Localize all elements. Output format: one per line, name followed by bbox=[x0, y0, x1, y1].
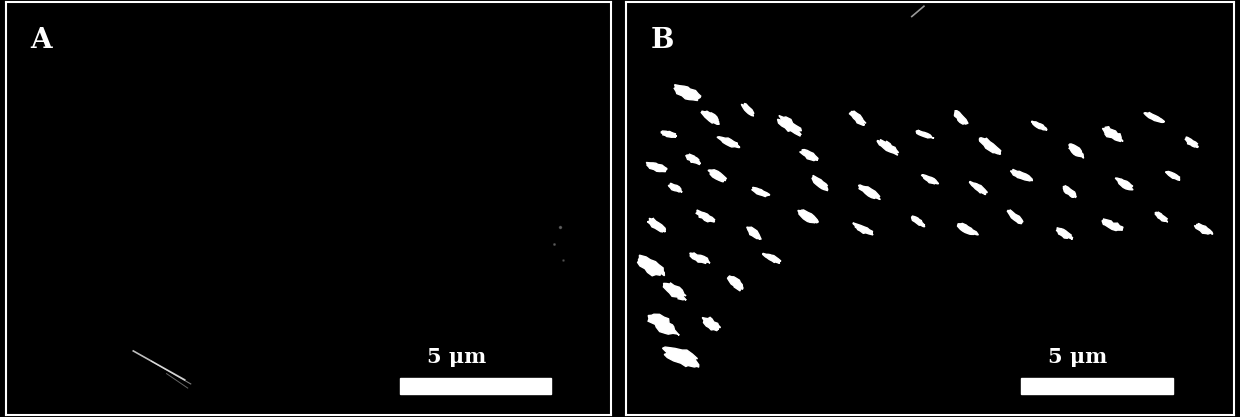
Polygon shape bbox=[668, 183, 682, 192]
Polygon shape bbox=[1063, 186, 1076, 197]
Polygon shape bbox=[742, 103, 754, 116]
Polygon shape bbox=[647, 218, 666, 232]
Polygon shape bbox=[858, 185, 880, 199]
Polygon shape bbox=[675, 85, 701, 100]
Polygon shape bbox=[1115, 178, 1133, 190]
Polygon shape bbox=[661, 131, 677, 137]
Polygon shape bbox=[763, 253, 781, 264]
Polygon shape bbox=[777, 116, 801, 136]
Bar bbox=[399, 378, 551, 394]
Polygon shape bbox=[662, 347, 699, 367]
Bar bbox=[1022, 378, 1173, 394]
Text: B: B bbox=[651, 27, 673, 54]
Polygon shape bbox=[911, 216, 925, 226]
Polygon shape bbox=[1166, 171, 1179, 180]
Polygon shape bbox=[649, 314, 680, 335]
Polygon shape bbox=[957, 224, 978, 235]
Polygon shape bbox=[702, 317, 720, 331]
Polygon shape bbox=[1069, 144, 1084, 158]
Polygon shape bbox=[689, 253, 711, 264]
Polygon shape bbox=[686, 154, 701, 165]
Text: 5 μm: 5 μm bbox=[1049, 347, 1107, 367]
Polygon shape bbox=[1102, 127, 1123, 141]
Polygon shape bbox=[1143, 112, 1164, 123]
Polygon shape bbox=[696, 210, 714, 222]
Polygon shape bbox=[1154, 212, 1168, 222]
Polygon shape bbox=[717, 137, 740, 148]
Polygon shape bbox=[1056, 228, 1073, 239]
Polygon shape bbox=[800, 150, 818, 161]
Polygon shape bbox=[728, 276, 743, 291]
Polygon shape bbox=[849, 111, 866, 125]
Text: A: A bbox=[31, 27, 52, 54]
Polygon shape bbox=[797, 210, 818, 223]
Polygon shape bbox=[916, 130, 934, 138]
Polygon shape bbox=[646, 163, 667, 172]
Polygon shape bbox=[853, 223, 873, 235]
Polygon shape bbox=[921, 175, 939, 184]
Polygon shape bbox=[1194, 224, 1213, 234]
Polygon shape bbox=[1102, 219, 1123, 231]
Polygon shape bbox=[955, 111, 968, 124]
Polygon shape bbox=[980, 138, 1001, 154]
Polygon shape bbox=[970, 181, 987, 195]
Polygon shape bbox=[663, 283, 686, 300]
Polygon shape bbox=[702, 111, 719, 124]
Polygon shape bbox=[1032, 121, 1047, 131]
Polygon shape bbox=[637, 255, 665, 276]
Polygon shape bbox=[812, 176, 828, 191]
Polygon shape bbox=[746, 227, 761, 239]
Polygon shape bbox=[1011, 169, 1033, 181]
Polygon shape bbox=[1185, 137, 1198, 148]
Text: 5 μm: 5 μm bbox=[427, 347, 486, 367]
Polygon shape bbox=[1007, 210, 1023, 224]
Polygon shape bbox=[751, 187, 770, 196]
Polygon shape bbox=[708, 170, 727, 182]
Polygon shape bbox=[877, 140, 899, 155]
